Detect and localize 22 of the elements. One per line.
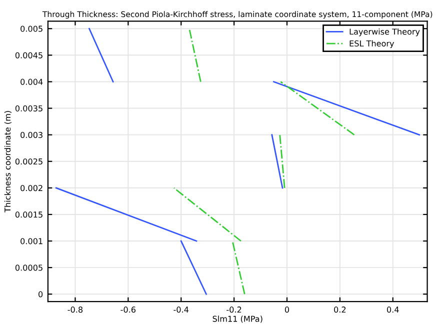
y-tick-label: 0.0035 [15,105,42,112]
x-tick-label: 0.2 [334,306,346,313]
y-tick-label: 0.004 [20,78,43,85]
y-tick-label: 0.0025 [15,158,42,165]
y-tick-label: 0.0015 [15,212,42,218]
y-tick-label: 0.005 [20,26,42,32]
y-tick-label: 0.003 [20,132,42,138]
x-tick-label: -0.2 [226,306,242,313]
legend-label: ESL Theory [350,40,394,48]
y-tick-label: 0.0045 [15,52,42,58]
legend-label: Layerwise Theory [350,28,420,36]
y-axis-title: Thickness coordinate (m) [4,111,12,212]
x-tick-label: 0.4 [386,306,399,313]
x-tick-label: 0 [284,306,290,313]
y-tick-label: 0.001 [20,238,42,244]
y-tick-label: 0.002 [20,185,42,192]
x-tick-label: -0.6 [120,306,136,313]
y-tick-label: 0.0005 [15,264,42,271]
x-tick-label: -0.4 [174,306,189,313]
x-tick-label: -0.8 [68,306,83,313]
y-tick-label: 0 [38,291,43,298]
x-axis-title: Slm11 (MPa) [212,316,262,323]
